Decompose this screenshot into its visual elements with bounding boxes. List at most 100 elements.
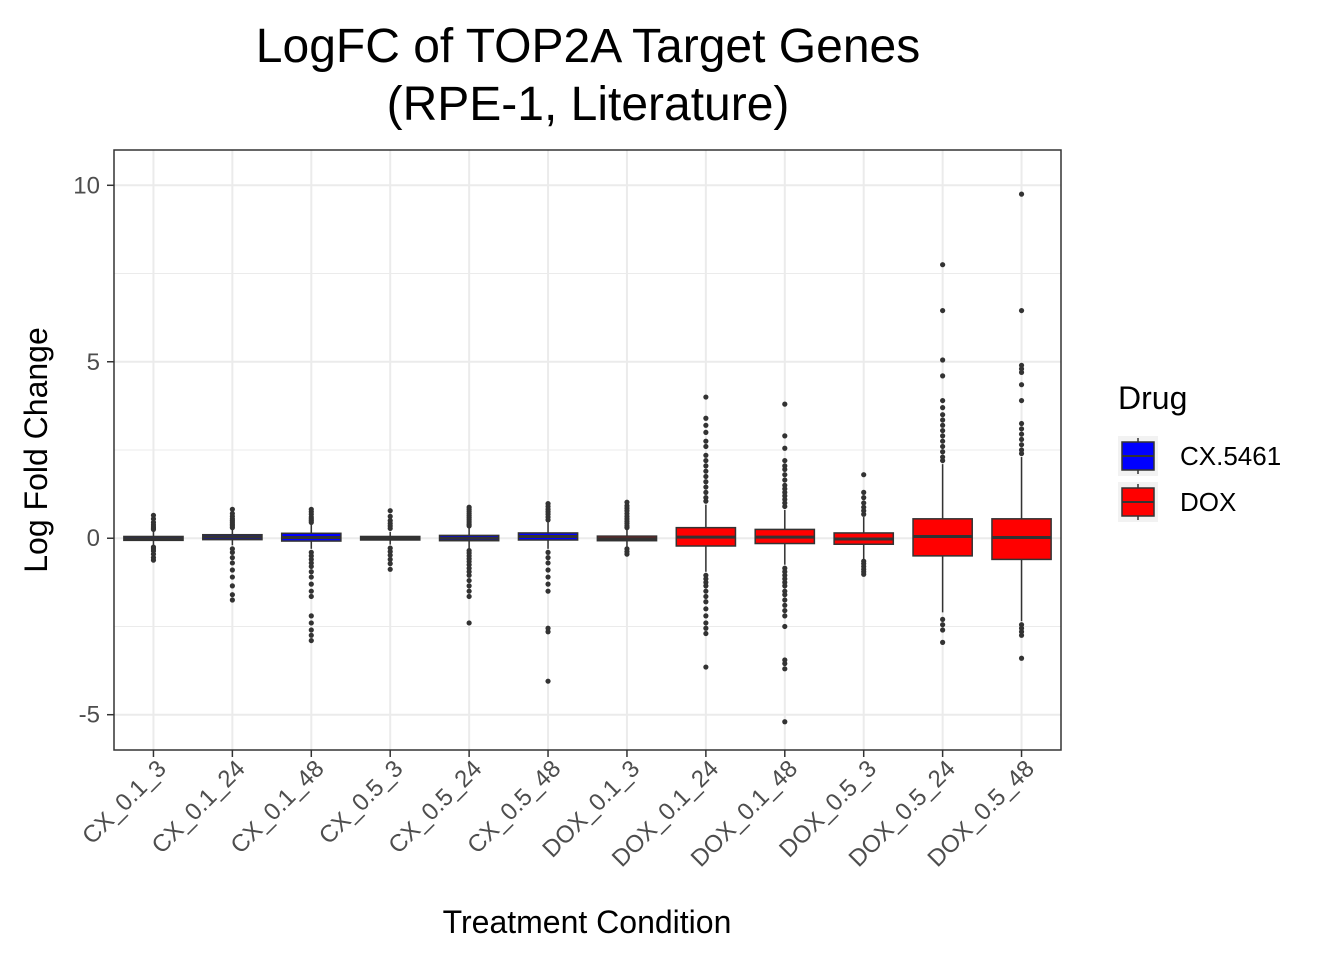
outlier-point xyxy=(466,523,472,529)
outlier-point xyxy=(466,588,472,594)
outlier-point xyxy=(703,498,709,504)
outlier-point xyxy=(703,593,709,600)
outlier-point xyxy=(940,443,946,450)
box-DOX_0.1_24 xyxy=(675,394,737,670)
outlier-point xyxy=(545,574,551,580)
outlier-point xyxy=(940,427,946,434)
outlier-point xyxy=(782,503,788,510)
outlier-point xyxy=(387,552,393,558)
outlier-point xyxy=(940,639,946,645)
box-CX_0.5_24 xyxy=(438,504,500,626)
outlier-point xyxy=(229,555,235,561)
outlier-point xyxy=(387,556,393,563)
y-tick-label: 10 xyxy=(73,172,100,199)
outlier-point xyxy=(387,525,393,531)
outlier-point xyxy=(861,500,867,506)
outlier-point xyxy=(387,513,393,519)
panel-border xyxy=(113,149,1062,751)
outlier-point xyxy=(940,357,946,363)
outlier-point xyxy=(545,588,551,594)
outlier-point xyxy=(1018,431,1025,437)
outlier-point xyxy=(782,607,788,614)
outlier-point xyxy=(861,472,867,478)
outlier-point xyxy=(150,526,157,533)
outlier-point xyxy=(308,569,314,575)
outlier-point xyxy=(861,489,867,495)
outlier-point xyxy=(1018,632,1025,638)
outlier-point xyxy=(782,666,788,672)
outlier-point xyxy=(703,599,709,605)
outlier-point xyxy=(703,664,709,670)
outlier-point xyxy=(703,489,709,495)
outlier-point xyxy=(545,549,551,555)
outlier-point xyxy=(940,438,946,444)
outlier-point xyxy=(308,563,314,570)
outlier-point xyxy=(229,549,235,555)
outlier-point xyxy=(308,637,314,644)
outlier-point xyxy=(624,525,630,531)
outlier-point xyxy=(782,592,788,598)
outlier-point xyxy=(782,583,788,589)
outlier-point xyxy=(703,429,709,435)
outlier-point xyxy=(308,574,314,580)
outlier-point xyxy=(308,632,314,638)
outlier-point xyxy=(229,567,235,573)
y-tick-label: 5 xyxy=(87,349,100,376)
box-series xyxy=(123,191,1052,725)
box-CX_0.5_3 xyxy=(359,508,421,572)
outlier-point xyxy=(308,627,314,633)
outlier-point xyxy=(466,572,472,578)
outlier-point xyxy=(782,457,788,464)
box-DOX_0.1_3 xyxy=(596,499,658,557)
y-tick-label: 0 xyxy=(87,525,100,552)
outlier-point xyxy=(466,583,472,589)
outlier-point xyxy=(940,307,946,314)
box-CX_0.5_48 xyxy=(517,501,579,684)
x-axis-title: Treatment Condition xyxy=(443,904,732,940)
outlier-point xyxy=(782,466,788,473)
outlier-point xyxy=(940,397,946,404)
outlier-point xyxy=(229,506,235,512)
outlier-point xyxy=(703,613,709,619)
outlier-point xyxy=(308,593,314,600)
outlier-point xyxy=(545,678,551,684)
outlier-point xyxy=(624,551,630,557)
outlier-point xyxy=(703,394,709,400)
outlier-point xyxy=(703,630,709,637)
legend: Drug CX.5461 DOX xyxy=(1118,380,1281,522)
outlier-point xyxy=(1018,426,1025,432)
outlier-point xyxy=(150,557,157,563)
outlier-point xyxy=(545,629,551,635)
outlier-point xyxy=(703,452,709,458)
outlier-point xyxy=(545,567,551,573)
y-tick-label: -5 xyxy=(79,702,100,729)
outlier-point xyxy=(229,525,235,531)
outlier-point xyxy=(308,620,314,626)
outlier-point xyxy=(703,443,709,450)
outlier-point xyxy=(466,593,472,600)
outlier-point xyxy=(940,622,946,628)
outlier-point xyxy=(703,479,709,485)
outlier-point xyxy=(940,412,946,418)
outlier-point xyxy=(387,566,393,572)
outlier-point xyxy=(308,613,314,619)
outlier-point xyxy=(1018,307,1025,314)
outlier-point xyxy=(229,592,235,598)
outlier-point xyxy=(782,433,788,439)
outlier-point xyxy=(1018,369,1025,375)
outlier-point xyxy=(545,517,551,523)
outlier-point xyxy=(229,560,235,566)
outlier-point xyxy=(1018,436,1025,443)
legend-label: DOX xyxy=(1180,487,1236,517)
outlier-point xyxy=(1018,191,1025,197)
outlier-point xyxy=(387,508,393,514)
outlier-point xyxy=(703,588,709,594)
outlier-point xyxy=(1018,382,1025,388)
outlier-point xyxy=(782,623,788,630)
outlier-point xyxy=(940,422,946,428)
grid-lines xyxy=(114,150,1061,750)
outlier-point xyxy=(703,422,709,428)
outlier-point xyxy=(1018,655,1025,661)
outlier-point xyxy=(308,588,314,594)
outlier-point xyxy=(782,477,788,483)
